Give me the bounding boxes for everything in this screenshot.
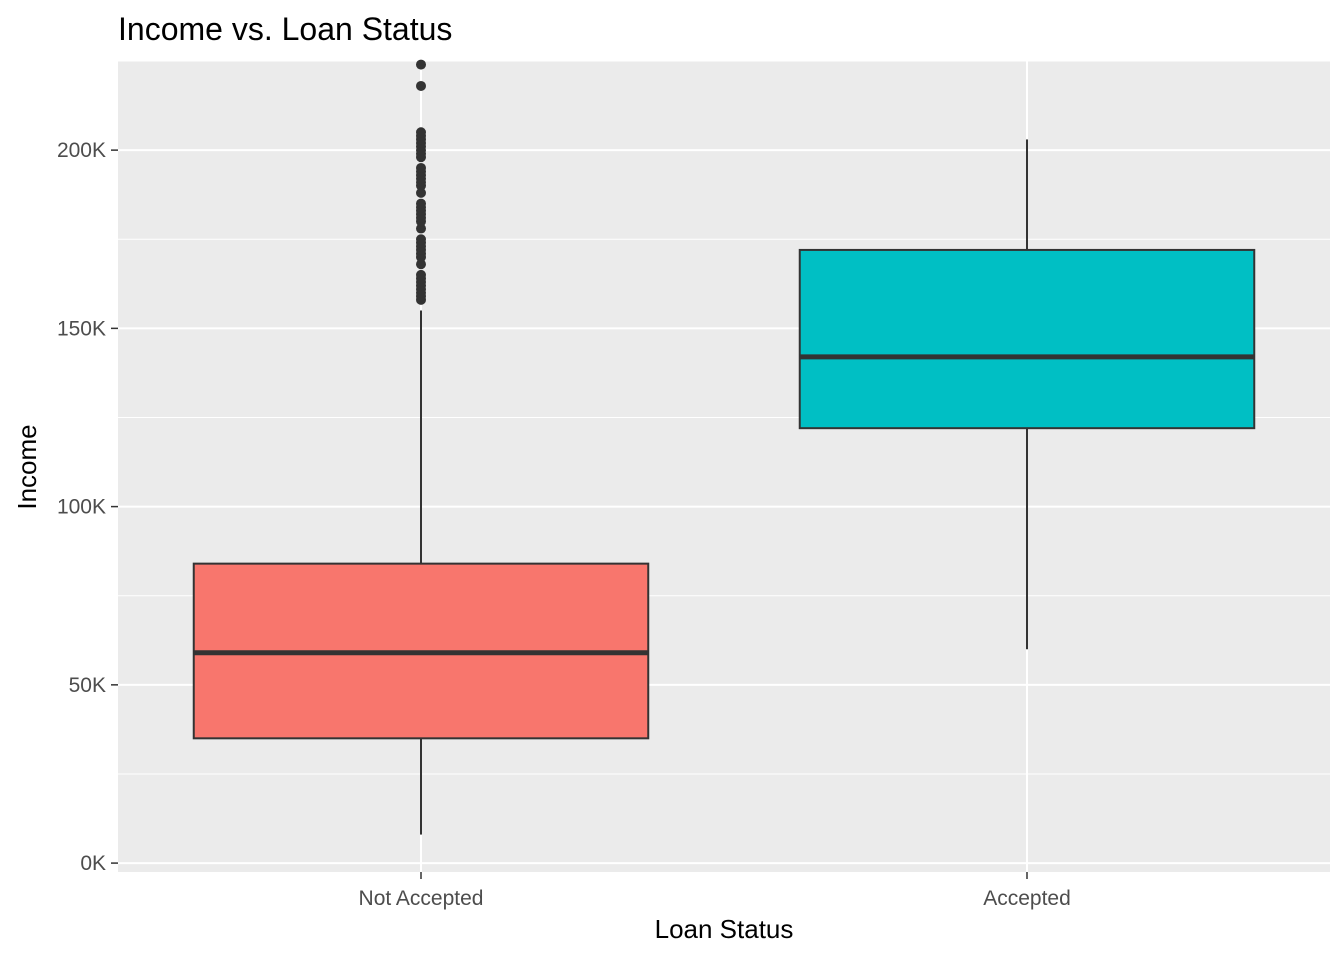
- box-accepted: [798, 139, 1256, 650]
- y-tick-label: 0K: [80, 852, 106, 875]
- y-tick-label: 50K: [69, 674, 106, 697]
- chart-title: Income vs. Loan Status: [118, 11, 452, 47]
- outlier-point: [416, 223, 426, 234]
- plot-panel: [118, 61, 1330, 872]
- outlier-point: [416, 59, 426, 70]
- outlier-point: [416, 198, 426, 209]
- x-tick-label: Accepted: [983, 887, 1071, 910]
- box-series: [192, 59, 1256, 835]
- y-tick-label: 200K: [57, 139, 106, 162]
- outlier-point: [416, 127, 426, 138]
- outlier-point: [416, 259, 426, 270]
- outlier-point: [416, 187, 426, 198]
- y-axis-title: Income: [12, 424, 42, 509]
- outlier-point: [416, 234, 426, 245]
- x-axis-title: Loan Status: [655, 914, 794, 944]
- outlier-point: [416, 269, 426, 280]
- box-not-accepted: [192, 59, 650, 835]
- outlier-point: [416, 162, 426, 173]
- x-tick-label: Not Accepted: [359, 887, 484, 910]
- y-tick-label: 100K: [57, 496, 106, 519]
- x-axis: Not Accepted Accepted: [359, 872, 1071, 910]
- y-tick-label: 150K: [57, 317, 106, 340]
- y-axis: 0K 50K 100K 150K 200K: [57, 139, 118, 875]
- outlier-point: [416, 80, 426, 91]
- iqr-box: [798, 248, 1256, 430]
